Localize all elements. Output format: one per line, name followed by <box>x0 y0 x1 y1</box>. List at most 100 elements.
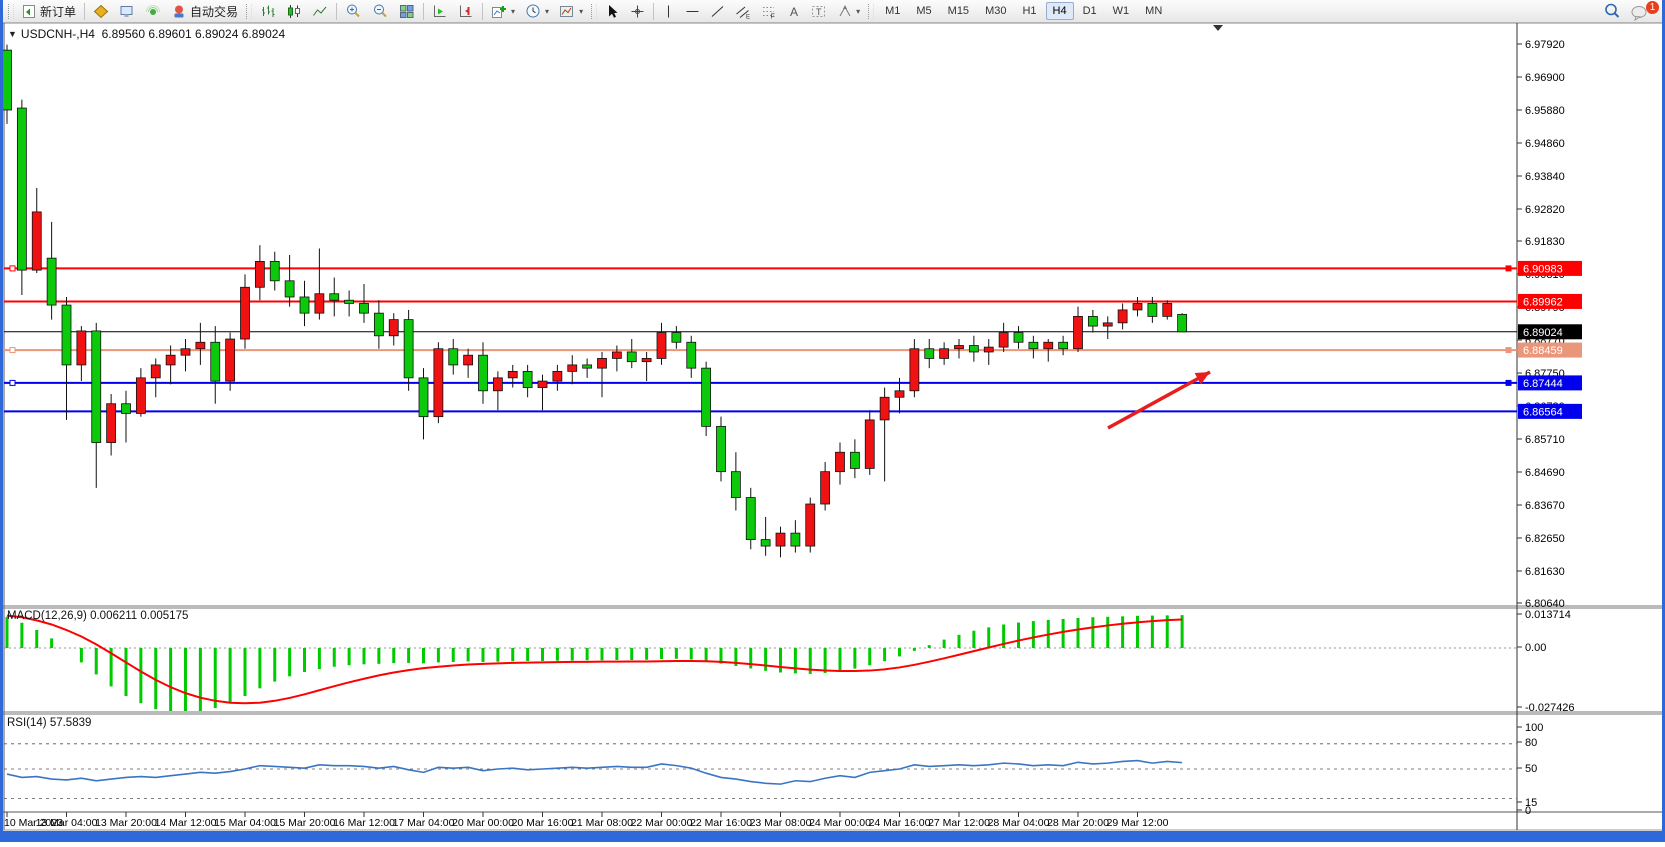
new-order-icon <box>23 4 35 18</box>
date-tick-label: 27 Mar 12:00 <box>928 817 990 829</box>
tab-timeframe-D1[interactable]: D1 <box>1082 5 1097 17</box>
candle-body <box>849 451 860 469</box>
cursor-button[interactable] <box>600 0 625 22</box>
chart-dropdown-icon[interactable]: ▼ <box>8 29 17 39</box>
tab-timeframe-MN[interactable]: MN <box>1145 5 1163 17</box>
macd-axis-label: 0.00 <box>1525 642 1546 654</box>
macd-axis-label: 0.013714 <box>1525 609 1571 621</box>
chart-ohlc-values: 6.89560 6.89601 6.89024 6.89024 <box>101 27 286 41</box>
zoom-out-button[interactable] <box>367 0 394 22</box>
chevron-down-icon: ▾ <box>545 6 550 16</box>
date-tick-label: 23 Mar 08:00 <box>750 817 812 829</box>
date-tick-label: 15 Mar 20:00 <box>274 817 336 829</box>
autotrading-robot-icon <box>174 5 184 17</box>
equidistant-channel-tool[interactable]: E <box>730 0 756 22</box>
auto-scroll-button[interactable] <box>427 0 453 22</box>
vertical-line-tool[interactable] <box>657 0 680 22</box>
candlestick-chart-button[interactable] <box>281 0 307 22</box>
cursor-arrow-icon <box>609 4 618 18</box>
templates-button[interactable]: ▾ <box>554 0 588 22</box>
tab-timeframe-H4[interactable]: H4 <box>1045 2 1074 20</box>
hline-right-marker <box>1505 265 1512 272</box>
text-tool[interactable]: A <box>782 0 806 22</box>
zoom-in-button[interactable] <box>340 0 367 22</box>
price-tick-label: 6.83670 <box>1525 500 1565 512</box>
bar-chart-button[interactable] <box>255 0 281 22</box>
svg-text:T: T <box>816 7 822 17</box>
new-order-button[interactable]: 新订单 <box>17 0 81 22</box>
trend-arrow-head <box>1194 372 1210 385</box>
candle-body <box>61 304 72 366</box>
chart-shift-icon <box>460 5 472 17</box>
candle-body <box>879 396 890 421</box>
add-indicator-button[interactable]: ▾ <box>486 0 520 22</box>
candle-body <box>611 351 622 359</box>
tab-timeframe-M5[interactable]: M5 <box>916 5 932 17</box>
tab-timeframe-M1[interactable]: M1 <box>885 5 901 17</box>
svg-text:A: A <box>790 5 798 19</box>
price-tick-label: 6.80640 <box>1525 598 1565 610</box>
candle-body <box>701 367 712 427</box>
profiles-button[interactable] <box>88 0 114 22</box>
arrows-shapes-icon <box>839 4 851 16</box>
price-tick-label: 6.91830 <box>1525 236 1565 248</box>
candle-body <box>909 348 920 392</box>
notifications-button[interactable]: 1 <box>1626 0 1660 22</box>
tab-timeframe-M15[interactable]: M15 <box>947 5 970 17</box>
tab-timeframe-W1[interactable]: W1 <box>1112 5 1130 17</box>
vertical-line-icon <box>668 5 670 17</box>
rsi-axis-label: 15 <box>1525 797 1537 809</box>
date-tick-label: 20 Mar 00:00 <box>452 817 514 829</box>
candle-body <box>76 330 87 366</box>
text-label-tool[interactable]: T <box>806 0 832 22</box>
candle-body <box>418 377 429 418</box>
candle-body <box>16 107 27 271</box>
candle-body <box>597 358 607 369</box>
terminal-button[interactable] <box>114 0 140 22</box>
candle-body <box>805 503 816 547</box>
timeframe-toolbar: M1 M5 M15 M30 H1 H4 D1 W1 MN <box>877 2 1170 20</box>
search-icon <box>1605 3 1620 18</box>
trendline-tool[interactable] <box>705 0 730 22</box>
window-frame-bottom <box>0 831 1665 842</box>
crosshair-button[interactable] <box>625 0 650 22</box>
candle-body <box>939 348 950 359</box>
fibonacci-tool[interactable]: F <box>756 0 782 22</box>
candle-body <box>924 348 935 359</box>
tab-timeframe-H1[interactable]: H1 <box>1022 5 1037 17</box>
terminal-icon <box>120 5 133 17</box>
candle-body <box>686 341 697 369</box>
price-badge-label: 6.89024 <box>1523 327 1563 339</box>
date-tick-label: 22 Mar 00:00 <box>631 817 693 829</box>
tile-windows-button[interactable] <box>394 0 420 22</box>
arrows-tool[interactable]: ▾ <box>832 0 865 22</box>
candle-body <box>135 377 146 414</box>
line-chart-button[interactable] <box>307 0 333 22</box>
periods-button[interactable]: ▾ <box>520 0 554 22</box>
tab-timeframe-M30[interactable]: M30 <box>985 5 1007 17</box>
rsi-axis-label: 0 <box>1525 805 1531 817</box>
autotrading-button[interactable]: 自动交易 <box>166 0 243 22</box>
text-label-icon: T <box>812 5 826 17</box>
candle-body <box>373 312 384 337</box>
signals-button[interactable] <box>140 0 166 22</box>
auto-scroll-icon <box>434 5 446 17</box>
candle-body <box>225 338 236 382</box>
price-tick-label: 6.93840 <box>1525 171 1565 183</box>
candle-body <box>1058 341 1069 350</box>
toolbar-grip[interactable] <box>8 3 14 19</box>
zoom-in-icon <box>347 4 360 18</box>
search-button[interactable] <box>1598 0 1626 22</box>
date-tick-label: 10 Mar 2023 <box>4 817 63 829</box>
date-tick-label: 16 Mar 12:00 <box>333 817 395 829</box>
horizontal-line-tool[interactable] <box>680 0 705 22</box>
date-tick-label: 28 Mar 20:00 <box>1047 817 1109 829</box>
candle-body <box>790 532 801 547</box>
candle-body <box>403 319 414 379</box>
chart-shift-marker <box>1213 25 1223 31</box>
chart-shift-button[interactable] <box>453 0 479 22</box>
candlestick-chart-icon <box>288 4 301 18</box>
candle-body <box>359 303 369 314</box>
